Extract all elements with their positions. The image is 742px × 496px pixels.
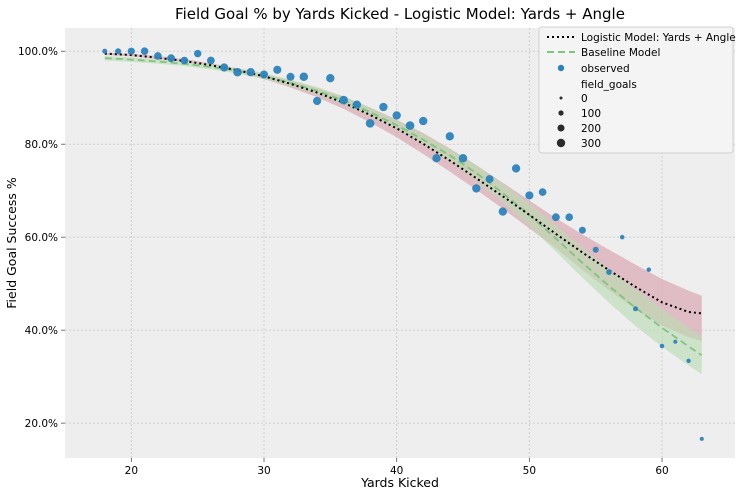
observed-point xyxy=(246,68,255,77)
y-tick-label: 80.0% xyxy=(25,139,58,151)
observed-point xyxy=(154,52,162,60)
observed-point xyxy=(299,72,309,82)
observed-point xyxy=(432,154,441,163)
observed-point xyxy=(525,191,534,200)
legend-size-swatch-2 xyxy=(557,124,565,132)
y-tick-label: 100.0% xyxy=(18,46,58,58)
observed-point xyxy=(102,48,108,54)
x-axis-ticks: 20 30 40 50 60 xyxy=(125,458,669,477)
observed-point xyxy=(392,111,401,120)
baseline-model-line xyxy=(104,57,703,357)
legend-box xyxy=(538,26,734,154)
legend-observed-label: observed xyxy=(581,63,630,75)
observed-point xyxy=(699,436,704,441)
legend-size-label-0: 0 xyxy=(581,93,588,105)
legend-size-swatch-3 xyxy=(556,138,566,148)
observed-point xyxy=(260,70,268,79)
observed-point xyxy=(498,207,507,216)
observed-point xyxy=(673,339,678,344)
observed-point xyxy=(633,306,638,312)
legend-size-swatch-1 xyxy=(558,110,564,116)
legend-observed-swatch xyxy=(557,64,565,72)
observed-point xyxy=(140,47,149,56)
y-axis-ticks: 20.0% 40.0% 60.0% 80.0% 100.0% xyxy=(18,46,65,430)
legend: Logistic Model: Yards + Angle Baseline M… xyxy=(538,26,736,154)
observed-point xyxy=(286,72,295,81)
x-tick-label: 40 xyxy=(390,465,403,477)
y-tick-label: 20.0% xyxy=(25,418,58,430)
observed-point xyxy=(273,65,282,74)
legend-logistic-label: Logistic Model: Yards + Angle xyxy=(581,32,736,44)
observed-point xyxy=(592,246,599,253)
observed-point xyxy=(686,358,691,363)
observed-point xyxy=(606,269,612,275)
observed-point xyxy=(365,118,375,128)
observed-point xyxy=(565,213,574,222)
observed-point xyxy=(352,100,362,109)
observed-point xyxy=(233,67,242,77)
chart-title: Field Goal % by Yards Kicked - Logistic … xyxy=(175,5,625,23)
observed-point xyxy=(552,213,560,222)
observed-point xyxy=(511,164,521,173)
observed-point xyxy=(646,267,652,272)
observed-point xyxy=(180,56,189,65)
observed-point xyxy=(445,132,454,141)
observed-point xyxy=(458,153,468,163)
observed-point xyxy=(167,54,176,63)
y-axis-label: Field Goal Success % xyxy=(4,177,19,309)
x-axis-label: Yards Kicked xyxy=(360,475,439,490)
observed-point xyxy=(485,175,494,184)
legend-size-label-1: 100 xyxy=(581,108,601,120)
legend-size-swatch-0 xyxy=(559,96,563,100)
legend-size-label-2: 200 xyxy=(581,123,601,135)
observed-point xyxy=(115,48,122,55)
observed-point xyxy=(127,47,135,55)
y-tick-label: 40.0% xyxy=(25,325,58,337)
observed-point xyxy=(619,234,625,240)
x-tick-label: 60 xyxy=(655,465,668,477)
observed-point xyxy=(405,121,415,130)
model-lines xyxy=(104,52,703,357)
x-tick-label: 20 xyxy=(125,465,138,477)
observed-points xyxy=(102,47,704,441)
observed-point xyxy=(207,56,215,65)
observed-point xyxy=(659,343,665,349)
observed-point xyxy=(379,102,388,112)
observed-point xyxy=(419,116,428,126)
observed-point xyxy=(193,49,202,58)
observed-point xyxy=(578,226,586,234)
legend-size-title: field_goals xyxy=(581,79,637,91)
observed-point xyxy=(472,184,481,193)
observed-point xyxy=(220,63,229,72)
legend-size-label-3: 300 xyxy=(581,138,601,150)
observed-point xyxy=(313,96,322,106)
observed-point xyxy=(538,188,547,196)
observed-point xyxy=(326,74,335,83)
observed-point xyxy=(339,95,348,105)
legend-baseline-label: Baseline Model xyxy=(581,47,660,59)
y-tick-label: 60.0% xyxy=(25,232,58,244)
x-tick-label: 30 xyxy=(257,465,270,477)
x-tick-label: 50 xyxy=(523,465,536,477)
